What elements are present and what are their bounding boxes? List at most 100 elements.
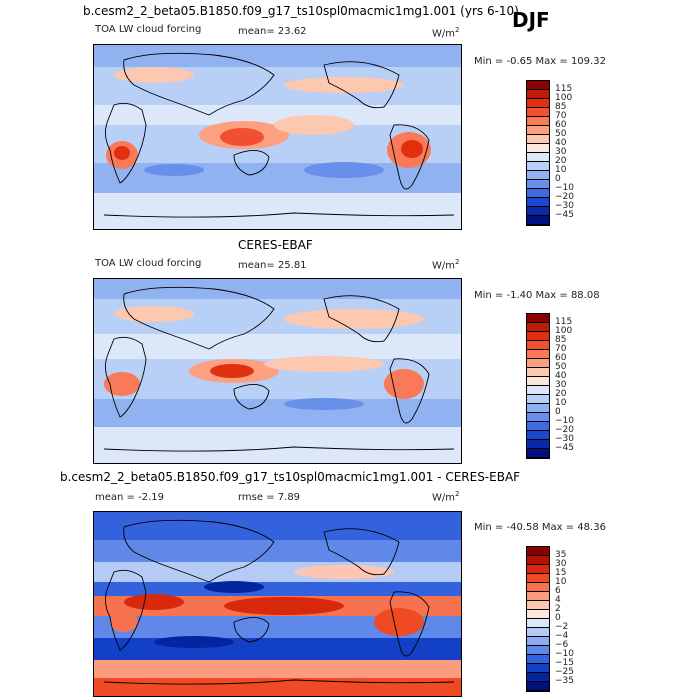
- colorbar-swatch: [527, 171, 549, 180]
- colorbar-label: −6: [555, 640, 569, 650]
- colorbar-label: 0: [555, 613, 561, 623]
- colorbar-label: 30: [555, 380, 567, 390]
- colorbar-swatch: [527, 422, 549, 431]
- colorbar-swatch: [527, 431, 549, 440]
- panel2-minmax: Min = -1.40 Max = 88.08: [474, 290, 600, 301]
- colorbar-label: −20: [555, 425, 574, 435]
- colorbar-swatch: [527, 404, 549, 413]
- colorbar-label: 10: [555, 577, 567, 587]
- colorbar-label: 115: [555, 317, 573, 327]
- colorbar-swatch: [527, 359, 549, 368]
- panel1-units-exponent: 2: [455, 26, 460, 34]
- panel2-units-text: W/m: [432, 260, 455, 272]
- colorbar-swatch: [527, 216, 549, 225]
- panel1-title: b.cesm2_2_beta05.B1850.f09_g17_ts10spl0m…: [83, 4, 519, 18]
- colorbar-label: −20: [555, 192, 574, 202]
- colorbar-swatch: [527, 628, 549, 637]
- panel2-variable: TOA LW cloud forcing: [95, 258, 202, 269]
- panel3-rmse: rmse = 7.89: [238, 492, 301, 503]
- colorbar-swatch: [527, 180, 549, 189]
- colorbar-swatch: [527, 144, 549, 153]
- colorbar-label: −10: [555, 416, 574, 426]
- colorbar-label: −45: [555, 210, 574, 220]
- colorbar-swatch: [527, 162, 549, 171]
- colorbar-swatch: [527, 90, 549, 99]
- colorbar-swatch: [527, 314, 549, 323]
- colorbar-label: 10: [555, 165, 567, 175]
- colorbar-swatch: [527, 386, 549, 395]
- panel3-mean: mean = -2.19: [95, 492, 164, 503]
- colorbar-label: 30: [555, 147, 567, 157]
- panel1-colorbar: [526, 80, 550, 226]
- colorbar-swatch: [527, 413, 549, 422]
- panel1-mean: mean= 23.62: [238, 26, 307, 37]
- colorbar-label: −10: [555, 183, 574, 193]
- panel2-colorbar: [526, 313, 550, 459]
- colorbar-label: 60: [555, 353, 567, 363]
- colorbar-label: −35: [555, 676, 574, 686]
- colorbar-swatch: [527, 81, 549, 90]
- colorbar-swatch: [527, 153, 549, 162]
- colorbar-label: 100: [555, 326, 573, 336]
- colorbar-label: 40: [555, 371, 567, 381]
- colorbar-label: 6: [555, 586, 561, 596]
- panel3-map-field: [94, 512, 461, 696]
- colorbar-label: 115: [555, 84, 573, 94]
- panel3-title: b.cesm2_2_beta05.B1850.f09_g17_ts10spl0m…: [60, 470, 521, 484]
- colorbar-swatch: [527, 440, 549, 449]
- panel2-units: W/m2: [432, 258, 459, 271]
- colorbar-swatch: [527, 135, 549, 144]
- colorbar-swatch: [527, 332, 549, 341]
- colorbar-swatch: [527, 341, 549, 350]
- colorbar-swatch: [527, 574, 549, 583]
- colorbar-swatch: [527, 108, 549, 117]
- colorbar-label: −30: [555, 201, 574, 211]
- colorbar-label: 85: [555, 335, 567, 345]
- colorbar-swatch: [527, 655, 549, 664]
- panel1-variable: TOA LW cloud forcing: [95, 24, 202, 35]
- colorbar-swatch: [527, 377, 549, 386]
- panel2-map-field: [94, 279, 461, 463]
- colorbar-label: −25: [555, 667, 574, 677]
- colorbar-label: 20: [555, 156, 567, 166]
- colorbar-swatch: [527, 117, 549, 126]
- colorbar-label: 4: [555, 595, 561, 605]
- colorbar-label: 30: [555, 559, 567, 569]
- colorbar-swatch: [527, 449, 549, 458]
- colorbar-label: 40: [555, 138, 567, 148]
- colorbar-swatch: [527, 673, 549, 682]
- colorbar-swatch: [527, 207, 549, 216]
- colorbar-swatch: [527, 619, 549, 628]
- colorbar-swatch: [527, 198, 549, 207]
- colorbar-swatch: [527, 350, 549, 359]
- colorbar-label: −10: [555, 649, 574, 659]
- panel1-map: [93, 44, 462, 230]
- colorbar-swatch: [527, 323, 549, 332]
- colorbar-swatch: [527, 368, 549, 377]
- panel2-units-exponent: 2: [455, 258, 460, 266]
- colorbar-label: 20: [555, 389, 567, 399]
- colorbar-label: −4: [555, 631, 569, 641]
- colorbar-swatch: [527, 610, 549, 619]
- colorbar-label: 0: [555, 407, 561, 417]
- colorbar-label: 100: [555, 93, 573, 103]
- colorbar-swatch: [527, 592, 549, 601]
- panel3-units-text: W/m: [432, 492, 455, 504]
- colorbar-swatch: [527, 189, 549, 198]
- panel3-units: W/m2: [432, 490, 459, 503]
- colorbar-swatch: [527, 664, 549, 673]
- colorbar-label: 10: [555, 398, 567, 408]
- panel1-units-text: W/m: [432, 28, 455, 40]
- colorbar-label: −15: [555, 658, 574, 668]
- colorbar-swatch: [527, 637, 549, 646]
- colorbar-swatch: [527, 682, 549, 691]
- colorbar-label: 35: [555, 550, 567, 560]
- colorbar-swatch: [527, 99, 549, 108]
- colorbar-label: −45: [555, 443, 574, 453]
- colorbar-swatch: [527, 583, 549, 592]
- season-label: DJF: [512, 8, 550, 32]
- colorbar-swatch: [527, 395, 549, 404]
- colorbar-label: 2: [555, 604, 561, 614]
- panel2-title: CERES-EBAF: [238, 238, 313, 252]
- colorbar-label: 85: [555, 102, 567, 112]
